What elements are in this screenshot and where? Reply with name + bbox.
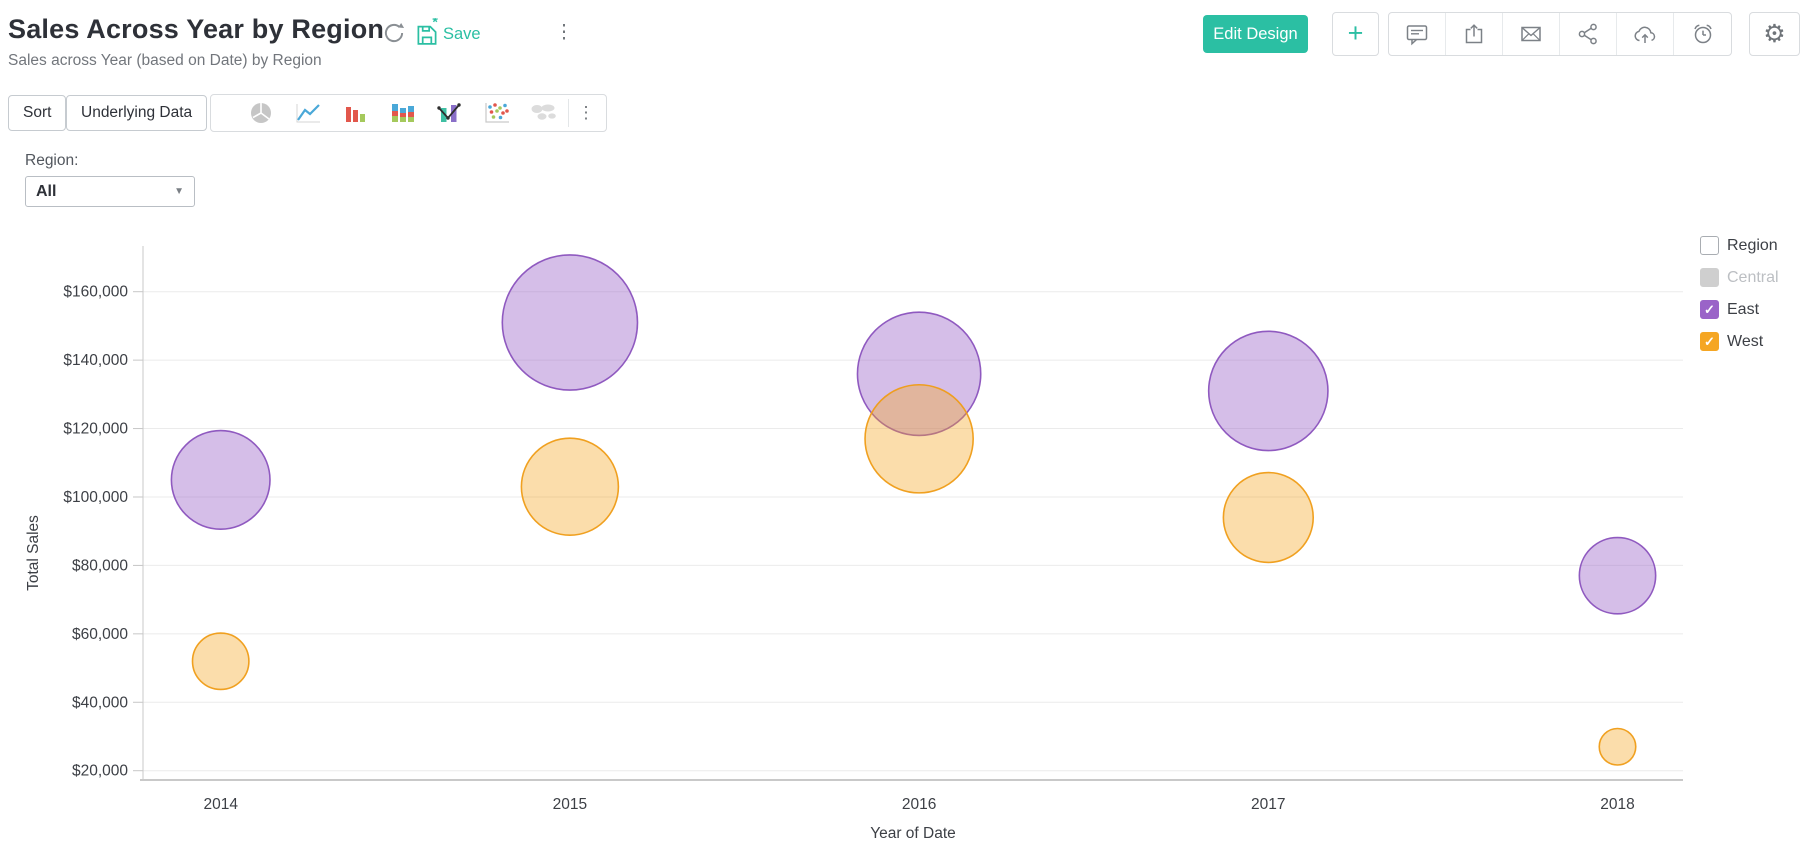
y-tick-label: $120,000 (63, 421, 128, 438)
export-icon (1465, 24, 1483, 44)
email-icon (1521, 26, 1541, 42)
bubble-west-2016[interactable] (864, 383, 974, 494)
chart-type-toolbar: ⋮ (210, 94, 607, 132)
refresh-icon-svg (384, 23, 405, 43)
comment-icon (1406, 25, 1428, 46)
region-filter-label: Region: (25, 152, 79, 169)
share-icon (1578, 23, 1597, 45)
y-axis-title: Total Sales (25, 515, 42, 591)
x-tick-label: 2018 (1600, 796, 1634, 813)
check-icon: ✓ (1704, 334, 1715, 349)
export-button[interactable] (1446, 13, 1503, 55)
svg-text:*: * (432, 18, 438, 30)
chart-canvas: $20,000 $40,000 $60,000 $80,000 $100,000 $120… (25, 246, 1683, 842)
region-filter-value: All (36, 182, 57, 200)
y-tick-label: $160,000 (63, 284, 128, 301)
more-options-icon[interactable]: ⋮ (554, 22, 574, 43)
legend-label-central: Central (1727, 268, 1779, 286)
map-chart-icon[interactable] (519, 99, 566, 127)
combo-chart-icon[interactable] (425, 99, 472, 127)
refresh-icon[interactable] (381, 20, 407, 46)
comment-button[interactable] (1389, 13, 1446, 55)
save-icon: * (417, 18, 438, 45)
bubble-west-2017[interactable] (1222, 471, 1315, 564)
bubble-east-2016[interactable] (856, 311, 982, 437)
bubble-chart: $20,000 $40,000 $60,000 $80,000 $100,000 $120… (0, 206, 1813, 855)
legend-item-west[interactable]: ✓ West (1700, 330, 1812, 353)
edit-design-button[interactable]: Edit Design (1203, 15, 1308, 53)
legend-label-east: East (1727, 300, 1760, 318)
y-tick-label: $20,000 (72, 763, 128, 780)
bubble-west-2014[interactable] (191, 632, 250, 691)
legend-title-row[interactable]: Region (1700, 234, 1812, 257)
x-tick-label: 2016 (902, 796, 936, 813)
legend-item-east[interactable]: ✓ East (1700, 298, 1812, 321)
email-button[interactable] (1503, 13, 1560, 55)
alarm-clock-icon (1693, 24, 1712, 44)
bubble-east-2015[interactable] (501, 254, 639, 391)
bar-chart-icon[interactable] (331, 99, 378, 127)
bubble-east-2014[interactable] (170, 429, 271, 530)
cloud-upload-button[interactable] (1617, 13, 1674, 55)
stacked-bar-chart-icon[interactable] (378, 99, 425, 127)
y-tick-label: $40,000 (72, 694, 128, 711)
share-button[interactable] (1560, 13, 1617, 55)
schedule-button[interactable] (1674, 13, 1731, 55)
chevron-down-icon: ▼ (174, 186, 184, 197)
legend-item-central[interactable]: Central (1700, 266, 1812, 289)
y-tick-label: $140,000 (63, 352, 128, 369)
scatter-chart-icon[interactable] (472, 99, 519, 127)
pie-chart-icon[interactable] (237, 99, 284, 127)
x-tick-label: 2017 (1251, 796, 1285, 813)
toolbar-separator (568, 99, 569, 127)
sort-button[interactable]: Sort (8, 95, 67, 131)
y-tick-label: $80,000 (72, 557, 128, 574)
page-title: Sales Across Year by Region (8, 14, 385, 44)
add-button[interactable]: + (1332, 12, 1379, 56)
x-tick-label: 2015 (553, 796, 587, 813)
page-subtitle: Sales across Year (based on Date) by Reg… (8, 52, 322, 69)
y-tick-label: $100,000 (63, 489, 128, 506)
bubble-west-2015[interactable] (520, 437, 620, 537)
legend-checkbox-west[interactable]: ✓ (1700, 332, 1719, 351)
legend-label-west: West (1727, 332, 1764, 350)
legend-checkbox-east[interactable]: ✓ (1700, 300, 1719, 319)
bubble-east-2018[interactable] (1578, 536, 1657, 615)
legend-title: Region (1727, 236, 1778, 254)
region-filter-dropdown[interactable]: All ▼ (25, 176, 195, 207)
x-tick-label: 2014 (203, 796, 238, 813)
bubble-west-2018[interactable] (1598, 727, 1637, 766)
x-axis-title: Year of Date (870, 825, 956, 842)
legend-select-all-checkbox[interactable] (1700, 236, 1719, 255)
bubble-east-2017[interactable] (1207, 330, 1329, 452)
settings-button[interactable]: ⚙ (1749, 12, 1800, 56)
underlying-data-button[interactable]: Underlying Data (66, 95, 208, 131)
cloud-upload-icon (1634, 26, 1656, 43)
check-icon: ✓ (1704, 302, 1715, 317)
save-label: Save (443, 25, 481, 43)
legend-checkbox-central[interactable] (1700, 268, 1719, 287)
gear-icon: ⚙ (1763, 20, 1786, 48)
chart-type-more-icon[interactable]: ⋮ (577, 103, 595, 122)
header-icon-toolbar (1388, 12, 1732, 56)
y-tick-label: $60,000 (72, 626, 128, 643)
save-button[interactable]: * Save (414, 18, 481, 46)
chart-legend: Region Central ✓ East ✓ West (1700, 234, 1812, 362)
line-chart-icon[interactable] (284, 99, 331, 127)
